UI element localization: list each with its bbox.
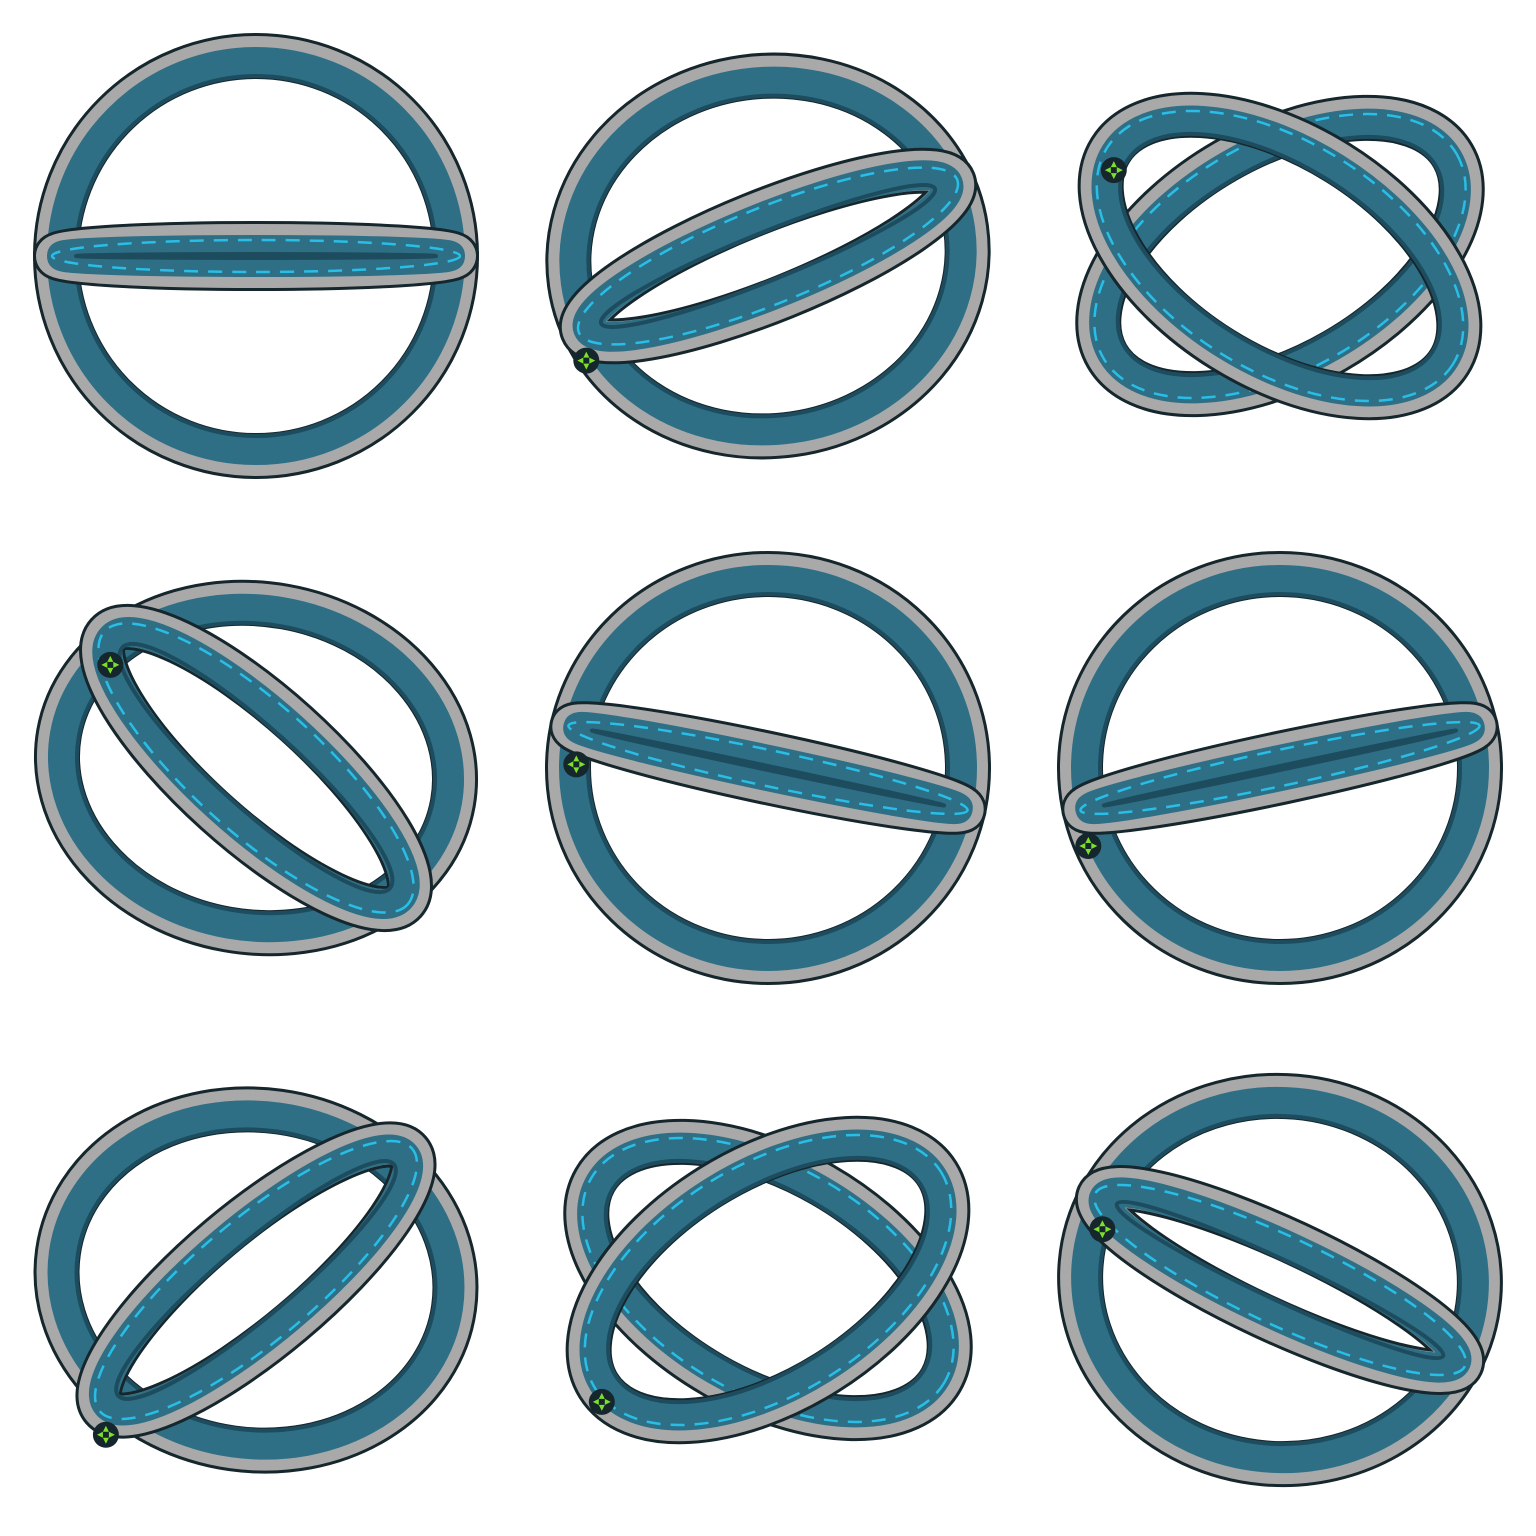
- junction-node-icon: [1089, 1216, 1116, 1243]
- cross-ring: [1061, 701, 1499, 835]
- cross-ring: [565, 1115, 971, 1445]
- junction-node-icon: [92, 1421, 119, 1448]
- cross-ring: [1074, 1165, 1486, 1395]
- cross-ring: [79, 603, 433, 933]
- gyroscope-ring-icon: [545, 551, 991, 985]
- junction-node-icon: [1075, 833, 1102, 859]
- outer-ring: [33, 1086, 479, 1474]
- gyroscope-ring-icon: [1057, 1072, 1503, 1488]
- outer-ring: [563, 1118, 973, 1442]
- cross-ring: [1077, 91, 1483, 421]
- gyroscope-ring-icon: [1057, 551, 1503, 985]
- gyroscope-ring-icon: [33, 1086, 479, 1474]
- gyroscope-ring-icon: [33, 579, 479, 957]
- junction-node-icon: [563, 751, 590, 778]
- sprite-frame-6: [1024, 512, 1536, 1024]
- sprite-frame-5: [512, 512, 1024, 1024]
- outer-ring: [1057, 551, 1503, 985]
- cross-ring: [558, 147, 978, 365]
- sprite-frame-8: [512, 1024, 1024, 1536]
- junction-node-icon: [97, 651, 124, 678]
- sprite-frame-9: [1024, 1024, 1536, 1536]
- support-strut: [1098, 134, 1462, 378]
- cross-ring: [75, 1121, 437, 1439]
- outer-ring: [1075, 94, 1485, 418]
- outer-ring: [1057, 1072, 1503, 1488]
- gyroscope-ring-icon: [33, 33, 479, 479]
- sprite-frame-1: [0, 0, 512, 512]
- outer-ring: [545, 52, 991, 460]
- gyroscope-ring-icon: [545, 52, 991, 460]
- sprite-frame-7: [0, 1024, 512, 1536]
- sprite-frame-3: [1024, 0, 1536, 512]
- junction-node-icon: [588, 1388, 615, 1415]
- outer-ring: [33, 579, 479, 957]
- cross-ring: [549, 701, 987, 835]
- gyroscope-ring-icon: [563, 1115, 973, 1445]
- sprite-frame-4: [0, 512, 512, 1024]
- junction-node-icon: [573, 347, 600, 374]
- sprite-frame-2: [512, 0, 1024, 512]
- support-strut: [586, 1158, 950, 1402]
- cross-ring: [33, 221, 479, 291]
- gyroscope-ring-icon: [1075, 91, 1485, 421]
- junction-node-icon: [1100, 157, 1127, 184]
